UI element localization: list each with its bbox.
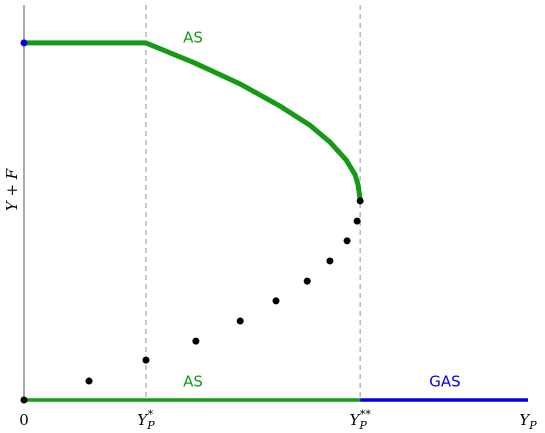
point (272, 297, 280, 305)
point (343, 237, 351, 245)
x-tick-label: YP** (350, 408, 372, 432)
point (356, 197, 364, 205)
y-axis-label: Y + F (3, 168, 21, 211)
series-label: AS (183, 373, 203, 391)
series-line (24, 40, 363, 201)
point (20, 39, 28, 47)
series-label: GAS (429, 373, 460, 391)
point (192, 337, 200, 345)
series-label: AS (183, 29, 203, 47)
x-tick-label: YP (519, 411, 537, 432)
point (353, 217, 361, 225)
point (142, 356, 150, 364)
x-tick-label: YP* (137, 408, 155, 432)
point (20, 396, 28, 404)
x-tick-label: 0 (19, 411, 29, 429)
point (85, 377, 93, 385)
point (303, 277, 311, 285)
point (326, 257, 334, 265)
point (236, 317, 244, 325)
